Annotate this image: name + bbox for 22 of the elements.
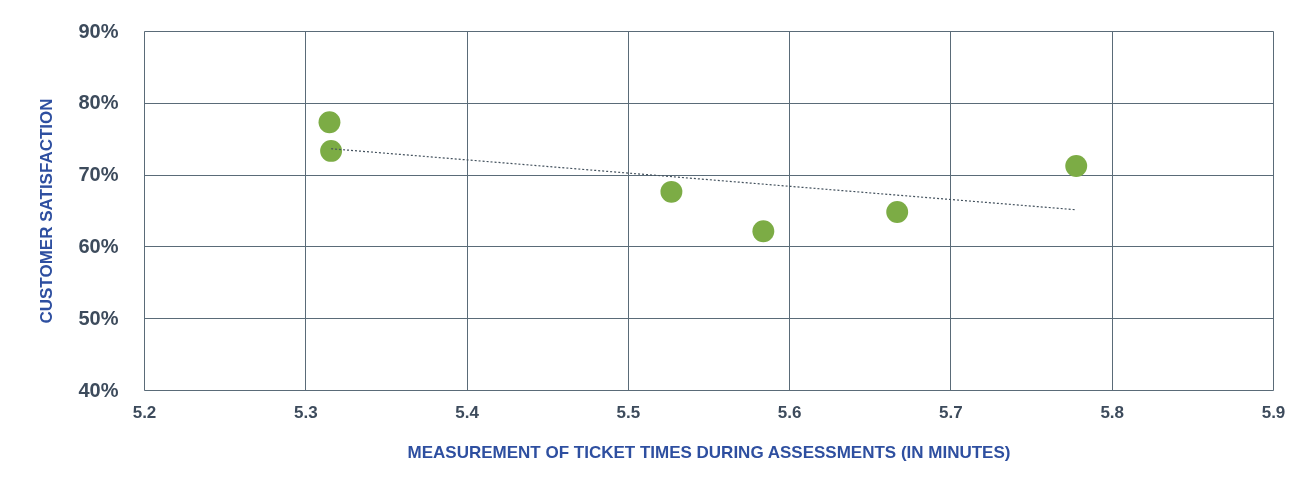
x-tick-label: 5.2 bbox=[132, 402, 157, 422]
point bbox=[660, 180, 683, 203]
y-axis-title: CUSTOMER SATISFACTION bbox=[37, 98, 57, 324]
point bbox=[752, 220, 775, 243]
x-tick-label: 5.5 bbox=[616, 402, 641, 422]
y-tick-label: 70% bbox=[78, 163, 119, 186]
x-tick-label: 5.4 bbox=[455, 402, 480, 422]
x-axis-title: MEASUREMENT OF TICKET TIMES DURING ASSESSMENTS (IN MINUTES) bbox=[407, 442, 1011, 462]
point bbox=[320, 139, 343, 162]
x-tick-label: 5.7 bbox=[939, 402, 963, 422]
point bbox=[318, 111, 341, 134]
x-tick-label: 5.8 bbox=[1100, 402, 1125, 422]
y-tick-label: 50% bbox=[78, 306, 119, 329]
point bbox=[886, 201, 909, 223]
y-tick-label: 90% bbox=[78, 19, 119, 42]
y-tick-label: 40% bbox=[78, 378, 119, 401]
y-tick-label: 60% bbox=[78, 234, 119, 257]
x-tick-label: 5.6 bbox=[777, 402, 802, 422]
y-tick-label: 80% bbox=[78, 91, 119, 114]
point bbox=[1065, 155, 1088, 177]
x-tick-label: 5.9 bbox=[1261, 402, 1286, 422]
x-tick-label: 5.3 bbox=[293, 402, 318, 422]
